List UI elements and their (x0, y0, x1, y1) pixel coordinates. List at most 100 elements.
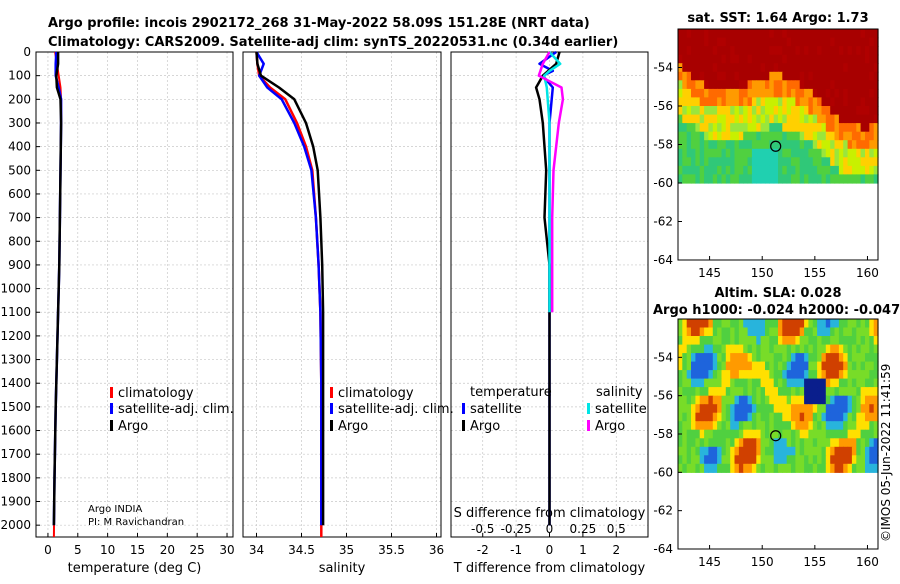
map-cell (856, 421, 862, 431)
map-cell (804, 395, 809, 405)
map-cell (712, 421, 718, 431)
map-cell (782, 421, 788, 431)
map-cell (765, 114, 770, 124)
map-cell (786, 463, 792, 473)
map-cell (838, 148, 844, 158)
map-cell (838, 29, 844, 39)
legend-swatch-t-argo (462, 420, 465, 431)
map-cell (843, 438, 849, 448)
map-cell (682, 63, 688, 73)
map-cell (830, 131, 836, 141)
map-cell (721, 157, 727, 167)
map-cell (708, 63, 714, 73)
map-cell (856, 157, 862, 167)
map-cell (743, 361, 749, 371)
map-cell (773, 353, 779, 363)
map-cell (699, 157, 705, 167)
map-cell (817, 71, 822, 81)
map-cell (695, 165, 701, 176)
map-cell (751, 174, 757, 184)
map-cell (786, 370, 792, 380)
map-cell (682, 157, 688, 167)
map-cell (838, 37, 844, 47)
map-cell (817, 421, 822, 431)
map-cell (869, 395, 875, 405)
map-cell (769, 319, 775, 329)
map-cell (773, 395, 779, 405)
map-cell (725, 140, 731, 150)
map-cell (873, 455, 879, 465)
map-cell (751, 336, 757, 346)
map-cell (782, 63, 788, 73)
map-cell (699, 395, 705, 405)
map-cell (751, 131, 757, 141)
map-cell (734, 319, 740, 329)
map-cell (847, 395, 853, 405)
map-cell (834, 46, 840, 56)
map-cell (817, 370, 822, 380)
map-cell (773, 37, 779, 47)
map-cell (834, 106, 840, 116)
map-cell (834, 344, 840, 354)
map-cell (873, 148, 879, 158)
legend-swatch-s-argo (587, 420, 590, 431)
map-cell (817, 387, 822, 397)
map-cell (704, 446, 709, 456)
map-cell (804, 114, 809, 124)
map-cell (791, 140, 796, 150)
map-cell (778, 123, 783, 133)
map-cell (834, 174, 840, 184)
map-cell (786, 387, 792, 397)
map-cell (830, 174, 836, 184)
map-cell (738, 88, 744, 99)
map-cell (782, 336, 788, 346)
map-cell (760, 106, 766, 116)
map-cell (834, 463, 840, 473)
map-cell (760, 29, 766, 39)
map-cell (725, 63, 731, 73)
map-cell (678, 319, 683, 329)
map-cell (791, 378, 796, 388)
map-cell (812, 336, 818, 346)
map-cell (769, 114, 775, 124)
map-cell (825, 54, 831, 64)
map-cell (695, 336, 701, 346)
map-cell (851, 29, 857, 39)
map-cell (712, 353, 718, 363)
map-cell (686, 97, 692, 107)
map-cell (860, 54, 866, 64)
map-cell (743, 29, 749, 39)
map-cell (730, 378, 736, 388)
map-cell (678, 106, 683, 116)
map-cell (760, 114, 766, 124)
map-cell (838, 97, 844, 107)
map-cell (808, 387, 814, 397)
map-cell (756, 387, 762, 397)
map-cell (782, 131, 788, 141)
map-cell (751, 80, 757, 90)
map-cell (812, 361, 818, 371)
map-cell (869, 370, 875, 380)
map-cell (704, 174, 709, 184)
map-cell (721, 361, 727, 371)
map-cell (786, 46, 792, 56)
map-cell (799, 131, 805, 141)
map-cell (747, 157, 753, 167)
map-cell (717, 455, 722, 465)
y-tick-label: 1600 (0, 424, 31, 438)
map-cell (843, 319, 849, 329)
map-cell (738, 455, 744, 465)
map-cell (873, 421, 879, 431)
map-cell (756, 148, 762, 158)
map-cell (686, 114, 692, 124)
map-cell (782, 404, 788, 414)
map-cell (721, 80, 727, 90)
map-cell (808, 344, 814, 354)
map-cell (851, 165, 857, 176)
map-cell (699, 123, 705, 133)
map-cell (873, 378, 879, 388)
map-cell (743, 455, 749, 465)
map-cell (838, 80, 844, 90)
map-cell (721, 336, 727, 346)
map-cell (786, 37, 792, 47)
